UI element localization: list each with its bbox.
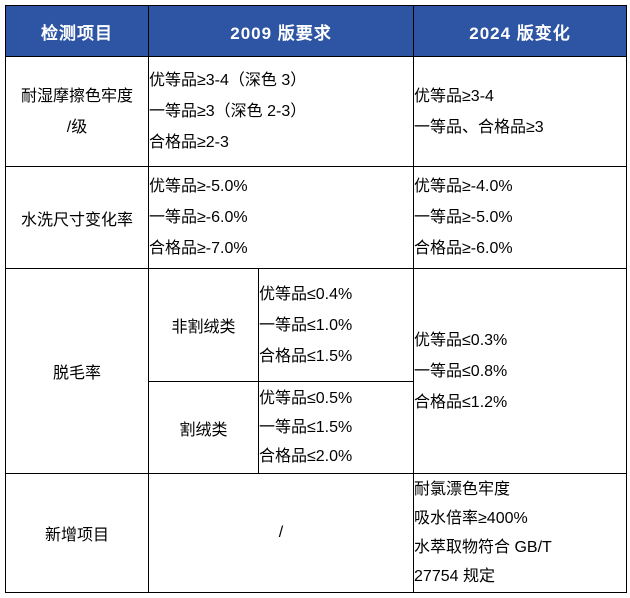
change-2024-cell: 优等品≥-4.0% 一等品≥-5.0% 合格品≥-6.0% xyxy=(413,166,628,269)
change-2024-cell: 优等品≥3-4 一等品、合格品≥3 xyxy=(413,56,628,167)
header-2024-changes: 2024 版变化 xyxy=(413,5,628,57)
header-test-item: 检测项目 xyxy=(5,5,149,57)
item-cell: 水洗尺寸变化率 xyxy=(5,166,149,269)
item-cell: 新增项目 xyxy=(5,473,149,593)
category-cell: 割绒类 xyxy=(148,381,259,474)
req-2009-cell: 优等品≤0.4% 一等品≤1.0% 合格品≤1.5% xyxy=(257,268,415,382)
change-2024-cell: 优等品≤0.3% 一等品≤0.8% 合格品≤1.2% xyxy=(413,268,628,474)
table-row-lint-rate-non-cut-pile: 脱毛率 非割绒类 优等品≤0.4% 一等品≤1.0% 合格品≤1.5% 优等品≤0.… xyxy=(5,268,628,474)
slash-cell: / xyxy=(147,473,415,593)
table-row-lint-rate-cut-pile: 割绒类 优等品≤0.5% 一等品≤1.5% 合格品≤2.0% xyxy=(6,381,627,474)
standards-comparison-table: 检测项目 2009 版要求 2024 版变化 耐湿摩擦色牢度/级 优等品≥3-4… xyxy=(5,5,628,593)
table-row-new-items: 新增项目 / 耐氯漂色牢度 吸水倍率≥400% 水萃取物符合 GB/T 27754 规… xyxy=(5,473,628,593)
req-2009-cell: 优等品≤0.5% 一等品≤1.5% 合格品≤2.0% xyxy=(257,381,415,474)
item-cell: 耐湿摩擦色牢度/级 xyxy=(5,56,149,167)
header-2009-requirements: 2009 版要求 xyxy=(147,5,415,57)
change-2024-cell: 耐氯漂色牢度 吸水倍率≥400% 水萃取物符合 GB/T 27754 规定 xyxy=(413,473,628,593)
category-cell: 非割绒类 xyxy=(148,268,259,382)
req-2009-cell: 优等品≥3-4（深色 3） 一等品≥3（深色 2-3） 合格品≥2-3 xyxy=(147,56,415,167)
item-cell: 脱毛率 xyxy=(5,268,149,474)
table-row-wet-rub-fastness: 耐湿摩擦色牢度/级 优等品≥3-4（深色 3） 一等品≥3（深色 2-3） 合格品≥… xyxy=(5,56,628,167)
table-header-row: 检测项目 2009 版要求 2024 版变化 xyxy=(5,5,628,57)
req-2009-cell: 优等品≥-5.0% 一等品≥-6.0% 合格品≥-7.0% xyxy=(147,166,415,269)
table-row-wash-dimension-change: 水洗尺寸变化率 优等品≥-5.0% 一等品≥-6.0% 合格品≥-7.0% 优等品≥… xyxy=(5,166,628,269)
